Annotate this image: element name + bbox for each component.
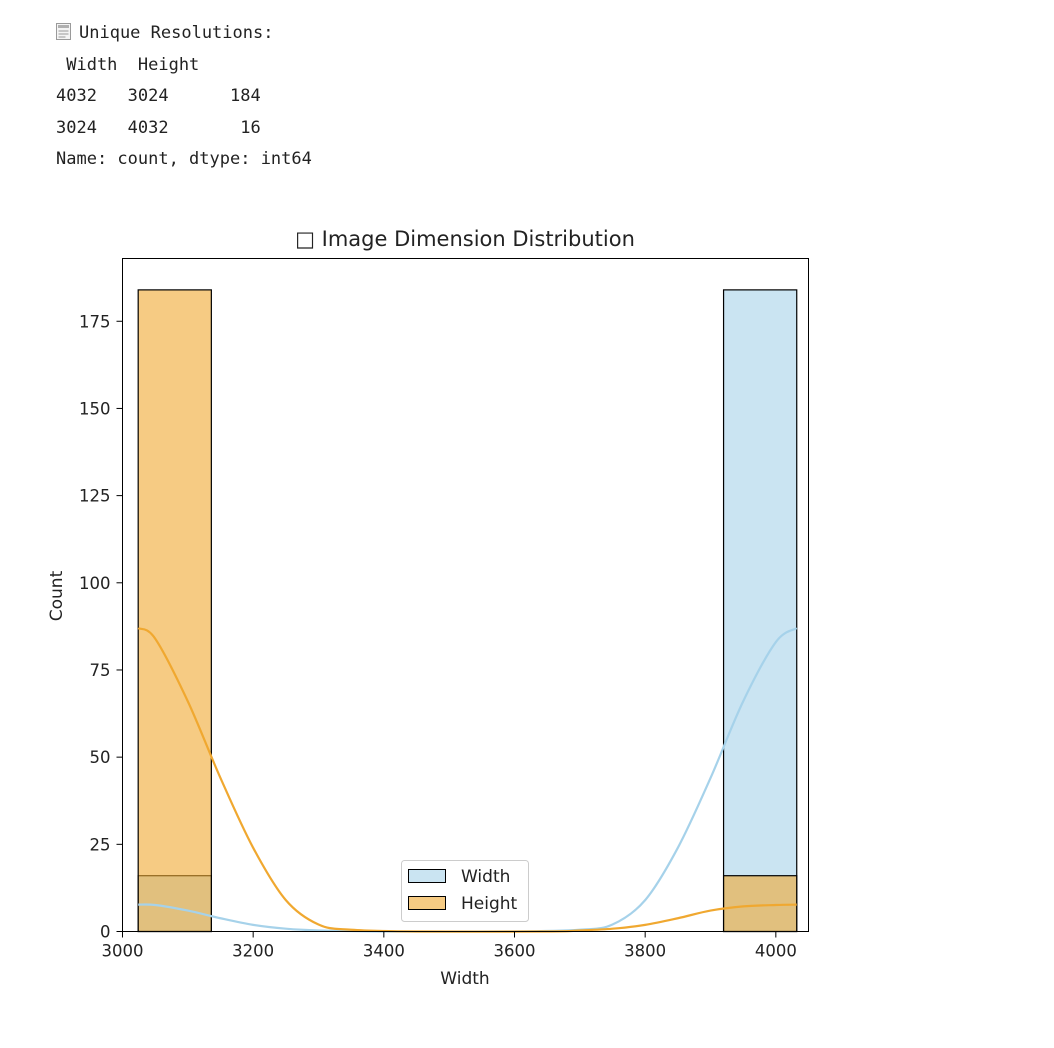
cell-output: Unique Resolutions: Width Height 4032 30… (56, 18, 312, 176)
y-tick-label: 150 (79, 399, 111, 418)
y-tick-label: 50 (90, 748, 111, 767)
x-tick-label: 3400 (363, 942, 405, 961)
y-tick-label: 25 (90, 835, 111, 854)
y-tick-label: 100 (79, 574, 111, 593)
y-tick-label: 0 (100, 923, 111, 942)
y-tick-label: 75 (90, 661, 111, 680)
resolutions-heading: Unique Resolutions: (79, 23, 274, 43)
series-footer: Name: count, dtype: int64 (56, 149, 312, 169)
x-axis-label: Width (440, 969, 489, 989)
x-axis-ticks: 3000 3200 3400 3600 3800 4000 (102, 931, 797, 961)
table-header-row: Width Height (56, 54, 200, 75)
resolutions-heading-row: Unique Resolutions: (56, 18, 312, 50)
y-tick-label: 125 (79, 487, 111, 506)
x-tick-label: 3000 (102, 942, 144, 961)
bars-layer (137, 289, 798, 933)
bar-height-0 (137, 289, 212, 933)
legend: Width Height (401, 860, 529, 922)
bar-width-1 (722, 289, 798, 933)
x-tick-label: 3600 (494, 942, 536, 961)
legend-swatch-height (408, 896, 446, 910)
memo-icon (56, 23, 71, 40)
legend-swatch-width (408, 869, 446, 883)
y-tick-label: 175 (79, 312, 111, 331)
table-row: 4032 3024 184 (56, 86, 261, 106)
x-tick-label: 4000 (755, 942, 797, 961)
y-axis-label: Count (47, 570, 67, 621)
y-axis-ticks: 0 25 50 75 100 125 150 175 (79, 312, 123, 942)
table-row: 3024 4032 16 (56, 117, 261, 138)
plot-frame (122, 258, 809, 932)
x-tick-label: 3200 (232, 942, 274, 961)
legend-label-height: Height (461, 894, 518, 914)
chart-title: □ Image Dimension Distribution (295, 227, 635, 251)
bar-height-1 (722, 875, 798, 933)
x-tick-label: 3800 (624, 942, 666, 961)
legend-label-width: Width (461, 867, 510, 887)
